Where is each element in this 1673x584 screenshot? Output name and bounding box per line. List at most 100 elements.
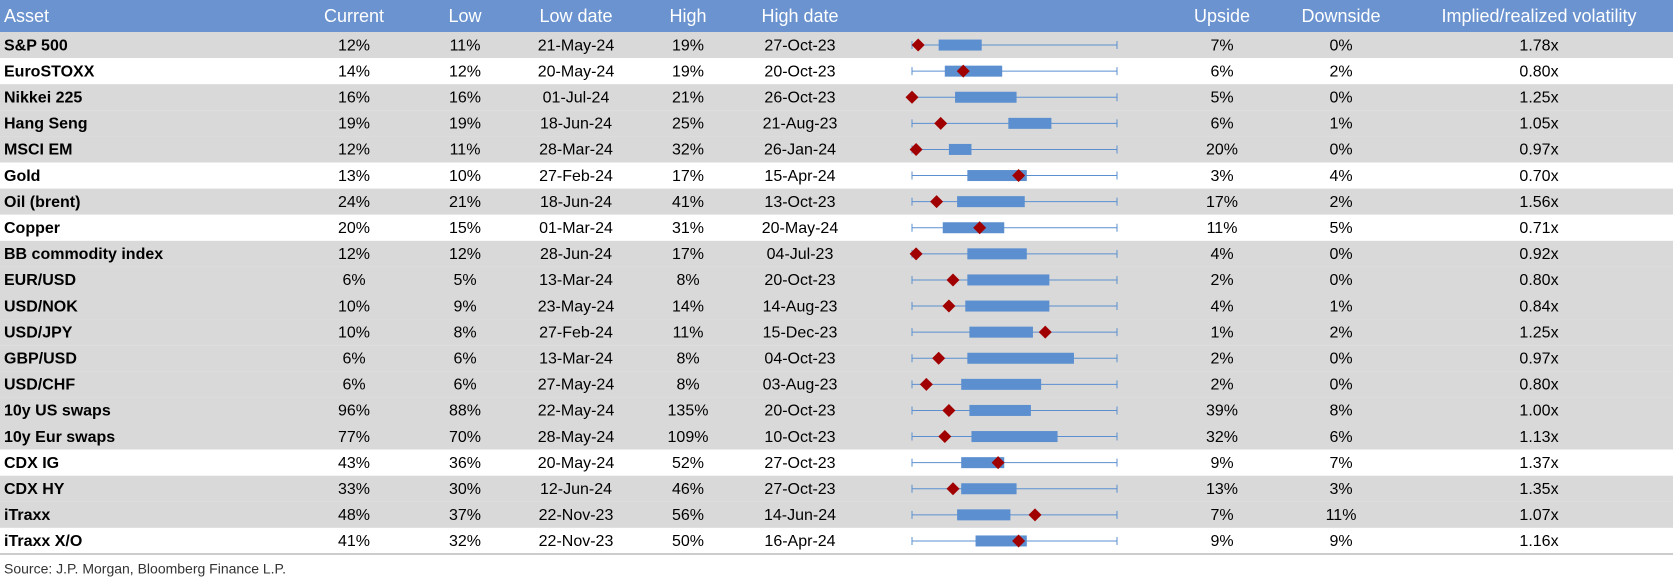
cell: 19% [449, 116, 481, 133]
current-marker [934, 116, 948, 130]
cell: 23-May-24 [538, 298, 615, 315]
cell: 0.97x [1519, 142, 1558, 159]
asset-name: USD/NOK [4, 298, 78, 315]
cell: 5% [1210, 89, 1233, 106]
asset-name: CDX IG [4, 455, 59, 472]
cell: 11% [1326, 507, 1357, 524]
cell: 18-Jun-24 [540, 194, 612, 211]
cell: 0% [1329, 272, 1352, 289]
current-marker [942, 299, 956, 313]
cell: 27-Oct-23 [764, 455, 835, 472]
cell: 28-May-24 [538, 429, 615, 446]
row-bg [0, 475, 1673, 502]
row-bg [0, 371, 1673, 398]
range-box [965, 300, 1050, 312]
cell: 22-Nov-23 [539, 533, 614, 550]
cell: 88% [449, 403, 481, 420]
current-marker [1038, 325, 1052, 339]
current-marker [932, 351, 946, 365]
cell: 1.78x [1519, 37, 1558, 54]
row-bg [0, 110, 1673, 137]
cell: 26-Oct-23 [764, 89, 835, 106]
cell: 27-Oct-23 [764, 37, 835, 54]
cell: 20-May-24 [538, 455, 615, 472]
cell: 41% [338, 533, 370, 550]
range-box [967, 352, 1074, 364]
cell: 0% [1329, 377, 1352, 394]
cell: 0.80x [1519, 272, 1558, 289]
cell: 96% [338, 403, 370, 420]
cell: 28-Jun-24 [540, 246, 612, 263]
cell: 1.37x [1519, 455, 1558, 472]
cell: 46% [672, 481, 704, 498]
cell: 24% [338, 194, 370, 211]
cell: 8% [453, 324, 476, 341]
cell: 12-Jun-24 [540, 481, 612, 498]
cell: 20% [1206, 142, 1238, 159]
row-bg [0, 84, 1673, 111]
column-header: Current [324, 6, 384, 26]
cell: 21-Aug-23 [763, 116, 838, 133]
cell: 14-Jun-24 [764, 507, 836, 524]
cell: 1.05x [1519, 116, 1558, 133]
cell: 56% [672, 507, 704, 524]
range-box [971, 431, 1058, 443]
cell: 19% [672, 63, 704, 80]
cell: 8% [676, 350, 699, 367]
range-box [967, 170, 1027, 182]
cell: 0.70x [1519, 168, 1558, 185]
cell: 04-Oct-23 [764, 350, 835, 367]
range-box [969, 326, 1033, 338]
cell: 32% [672, 142, 704, 159]
cell: 12% [449, 246, 481, 263]
cell: 27-Oct-23 [764, 481, 835, 498]
cell: 0.97x [1519, 350, 1558, 367]
current-marker [973, 221, 987, 235]
cell: 03-Aug-23 [763, 377, 838, 394]
row-bg [0, 345, 1673, 372]
cell: 70% [449, 429, 481, 446]
cell: 4% [1210, 298, 1233, 315]
cell: 20-May-24 [762, 220, 839, 237]
cell: 1.07x [1519, 507, 1558, 524]
asset-name: USD/CHF [4, 377, 75, 394]
cell: 7% [1210, 37, 1233, 54]
current-marker [1012, 534, 1026, 548]
row-bg [0, 214, 1673, 241]
cell: 0% [1329, 37, 1352, 54]
cell: 1% [1329, 116, 1352, 133]
cell: 6% [1210, 116, 1233, 133]
current-marker [942, 403, 956, 417]
asset-name: Nikkei 225 [4, 89, 82, 106]
cell: 11% [450, 142, 481, 159]
cell: 48% [338, 507, 370, 524]
current-marker [938, 430, 952, 444]
asset-name: Copper [4, 220, 60, 237]
cell: 5% [453, 272, 476, 289]
cell: 22-May-24 [538, 403, 615, 420]
cell: 10-Oct-23 [764, 429, 835, 446]
asset-name: iTraxx X/O [4, 533, 82, 550]
cell: 6% [453, 350, 476, 367]
cell: 20-Oct-23 [764, 403, 835, 420]
cell: 36% [449, 455, 481, 472]
cell: 43% [338, 455, 370, 472]
cell: 0.71x [1519, 220, 1558, 237]
column-header: Downside [1301, 6, 1380, 26]
cell: 39% [1206, 403, 1238, 420]
source-note: Source: J.P. Morgan, Bloomberg Finance L… [4, 561, 286, 577]
row-bg [0, 32, 1673, 59]
cell: 19% [338, 116, 370, 133]
cell: 01-Jul-24 [543, 89, 610, 106]
cell: 1.25x [1519, 324, 1558, 341]
column-header: Asset [4, 6, 49, 26]
cell: 6% [453, 377, 476, 394]
cell: 41% [672, 194, 704, 211]
asset-name: Hang Seng [4, 116, 88, 133]
asset-name: CDX HY [4, 481, 65, 498]
current-marker [1028, 508, 1042, 522]
cell: 15% [449, 220, 481, 237]
range-box [961, 457, 1005, 469]
cell: 1% [1210, 324, 1233, 341]
